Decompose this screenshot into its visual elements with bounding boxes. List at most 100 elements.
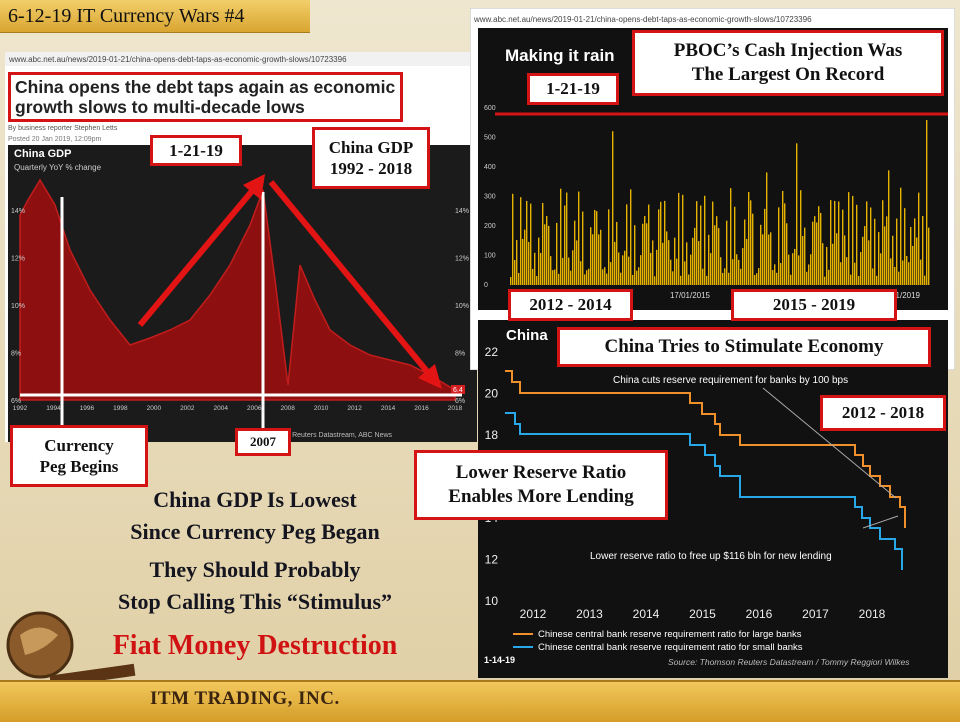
decor-bar: [564, 205, 566, 285]
headline-box: China opens the debt taps again as econo…: [8, 72, 403, 122]
decor-bar: [596, 211, 598, 285]
arrow: [268, 180, 433, 377]
decor-bar: [856, 204, 858, 285]
decor-bar: [926, 120, 928, 285]
annotation: Lower reserve ratio to free up $116 bln …: [590, 551, 832, 562]
decor-bar: [826, 246, 828, 285]
x-tick-label: 2000: [147, 405, 162, 412]
decor-bar: [848, 192, 850, 285]
decor-bar: [642, 223, 644, 285]
decor-bar: [744, 219, 746, 285]
x-tick-label: 2016: [414, 405, 429, 412]
callout: Lower Reserve Ratio Enables More Lending: [414, 450, 668, 520]
callout-text: 1-21-19: [546, 79, 600, 99]
url: www.abc.net.au/news/2019-01-21/china-ope…: [8, 55, 347, 64]
decor-bar: [860, 252, 862, 285]
decor-bar: [656, 249, 658, 285]
decor-bar: [796, 143, 798, 285]
decor-bar: [562, 257, 564, 285]
decor-bar: [602, 269, 604, 285]
posted: Posted 20 Jan 2019, 12:09pm: [8, 136, 102, 143]
decor-bar: [550, 256, 552, 285]
decor-bar: [900, 187, 902, 285]
y-tick-label: 6%: [11, 398, 21, 405]
chart-date: 1-14-19: [484, 655, 515, 665]
y-tick-label: 14%: [455, 208, 469, 215]
decor-bar: [640, 255, 642, 285]
y-tick-label: 22: [485, 345, 499, 359]
decor-bar: [874, 218, 876, 285]
callout: 2012 - 2014: [508, 289, 633, 321]
y-tick-label: 200: [484, 223, 496, 230]
callout-text: China GDP: [328, 137, 414, 157]
decor-bar: [670, 259, 672, 285]
x-tick-label: 2008: [280, 405, 295, 412]
decor-bar: [908, 262, 910, 285]
y-tick-label: 100: [484, 253, 496, 260]
decor-bar: [738, 259, 740, 285]
decor-bar: [692, 237, 694, 285]
x-tick-label: 1996: [80, 405, 95, 412]
decor-bar: [764, 208, 766, 285]
callout: 2015 - 2019: [731, 289, 897, 321]
arrow: [137, 183, 260, 327]
decor-bar: [894, 267, 896, 285]
x-tick-label: 1992: [13, 405, 28, 412]
callout: PBOC’s Cash Injection Was The Largest On …: [632, 30, 944, 96]
callout: Currency Peg Begins: [10, 425, 148, 487]
arrowhead: [243, 174, 265, 200]
x-tick-label: 2004: [214, 405, 229, 412]
decor-bar: [632, 274, 634, 285]
url-bar: [5, 52, 477, 66]
decor-bar: [800, 190, 802, 285]
chart-subtitle: Quarterly YoY % change: [14, 163, 102, 172]
gdp-area: [19, 178, 456, 401]
decor-bar: [742, 248, 744, 285]
statement: Since Currency Peg Began: [130, 519, 380, 544]
decor-bar: [672, 271, 674, 285]
decor-bar: [662, 242, 664, 285]
y-tick-label: 6%: [455, 398, 465, 405]
x-tick-label: 17/01/2015: [670, 291, 711, 300]
decor-bar: [574, 220, 576, 285]
chart-title: China GDP: [14, 148, 71, 160]
decor-bar: [808, 264, 810, 285]
decor-bar: [822, 243, 824, 285]
decor-bar: [702, 268, 704, 285]
y-tick-label: 8%: [455, 351, 465, 358]
decor-bar: [676, 258, 678, 285]
decor-bar: [732, 259, 734, 285]
url: www.abc.net.au/news/2019-01-21/china-ope…: [473, 15, 812, 24]
decor-bar: [624, 250, 626, 285]
decor-bar: [918, 192, 920, 285]
decor-bar: [660, 201, 662, 285]
decor-bar: [794, 248, 796, 285]
decor-bar: [540, 252, 542, 285]
decor-bar: [578, 191, 580, 285]
y-tick-label: 14%: [11, 208, 25, 215]
statement-emphasis: Fiat Money Destruction: [112, 630, 398, 661]
decor-bar: [888, 170, 890, 285]
decor-bar: [594, 209, 596, 285]
decor-bar: [646, 223, 648, 285]
callout: China Tries to Stimulate Economy: [557, 327, 931, 367]
decor-bar: [886, 216, 888, 285]
x-tick-label: 17/01/2019: [880, 291, 921, 300]
decor-bar: [804, 227, 806, 285]
decor-bar: [532, 268, 534, 285]
decor-bar: [912, 245, 914, 285]
decor-bar: [884, 226, 886, 285]
y-tick-label: 500: [484, 135, 496, 142]
x-tick-label: 1998: [113, 405, 128, 412]
y-tick-label: 0: [484, 282, 488, 289]
title-box: 6-12-19 IT Currency Wars #4: [0, 0, 310, 33]
decor-bar: [824, 276, 826, 285]
decor-bar: [608, 209, 610, 285]
company-name: ITM TRADING, INC.: [150, 688, 340, 709]
x-tick-label: 2014: [381, 405, 396, 412]
y-tick-label: 20: [485, 387, 499, 401]
decor-bar: [774, 264, 776, 285]
decor-bar: [522, 238, 524, 285]
decor-bar: [530, 203, 532, 285]
decor-bar: [704, 195, 706, 285]
